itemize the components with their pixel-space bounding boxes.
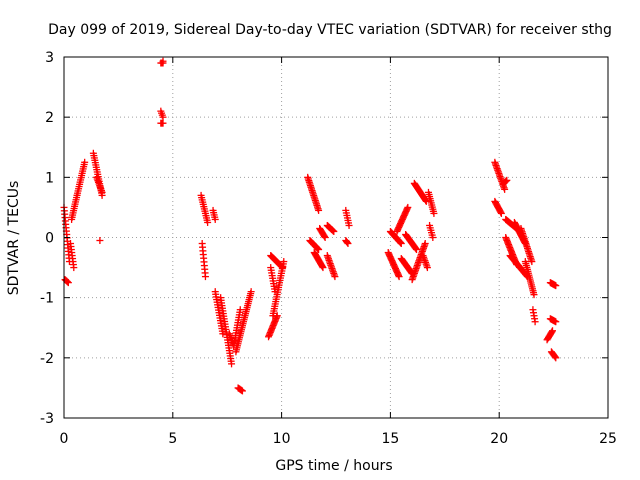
data-point [552,282,560,290]
data-point [497,209,505,217]
data-point [81,158,89,166]
data-point [314,245,322,253]
data-point [271,288,279,296]
x-axis-label: GPS time / hours [275,458,392,474]
y-tick-label: 3 [45,50,54,66]
y-tick-label: -1 [40,291,54,307]
data-point [397,240,405,248]
data-point [528,258,536,266]
x-tick-label: 5 [168,431,177,447]
data-point [396,238,404,246]
data-point [278,263,286,271]
data-point [204,218,212,226]
y-tick-label: 2 [45,110,54,126]
data-point [280,258,288,266]
data-point [404,203,412,211]
data-point [497,208,505,216]
y-tick-label: -3 [40,411,54,427]
data-point [397,239,405,247]
data-point [236,306,244,314]
data-point [315,246,323,254]
data-point [343,239,351,247]
y-tick-label: 0 [45,231,54,247]
data-point [201,273,209,281]
data-point [345,221,353,229]
data-point [159,113,167,121]
data-point [277,262,285,270]
data-point [279,264,287,272]
data-point [315,206,323,214]
data-point [319,264,327,272]
y-tick-labels: -3 -2 -1 0 1 2 3 [40,50,54,427]
data-point [552,354,560,362]
data-point [503,176,511,184]
data-point [551,353,559,361]
data-point [330,227,338,235]
axis-ticks [63,56,609,419]
data-point [159,57,167,65]
data-point [429,234,437,241]
x-tick-label: 15 [381,431,399,447]
data-point [321,234,329,241]
data-point [395,273,403,281]
y-tick-label: -2 [40,351,54,367]
data-point [502,177,510,185]
data-point [247,288,255,296]
data-point [238,387,246,395]
data-point [328,226,336,234]
data-point [430,209,438,217]
x-tick-label: 25 [599,431,617,447]
data-point [98,188,106,196]
data-point [331,273,339,281]
x-tick-label: 20 [490,431,508,447]
data-point [423,264,431,272]
x-tick-labels: 0 5 10 15 20 25 [60,431,617,447]
data-point [70,264,78,272]
data-point [413,246,421,254]
data-point [552,318,560,326]
data-point [344,240,352,248]
data-point [64,278,72,286]
data-point [313,244,321,252]
grid-lines [64,57,608,418]
data-point [159,119,167,127]
x-tick-label: 10 [273,431,291,447]
data-point [211,215,219,223]
data-point [501,178,509,186]
data-point [549,327,557,335]
data-point [501,185,509,193]
y-axis-label: SDTVAR / TECUs [6,181,22,296]
data-point [329,227,337,235]
data-points [60,57,560,395]
data-point [421,240,429,248]
data-point [96,237,104,245]
data-point [64,279,72,287]
data-point [228,360,236,368]
data-point [320,232,328,240]
y-tick-label: 1 [45,170,54,186]
data-point [531,318,539,326]
data-point [548,328,556,336]
data-point [530,291,538,299]
x-tick-label: 0 [60,431,69,447]
chart-title: Day 099 of 2019, Sidereal Day-to-day VTE… [48,22,612,38]
